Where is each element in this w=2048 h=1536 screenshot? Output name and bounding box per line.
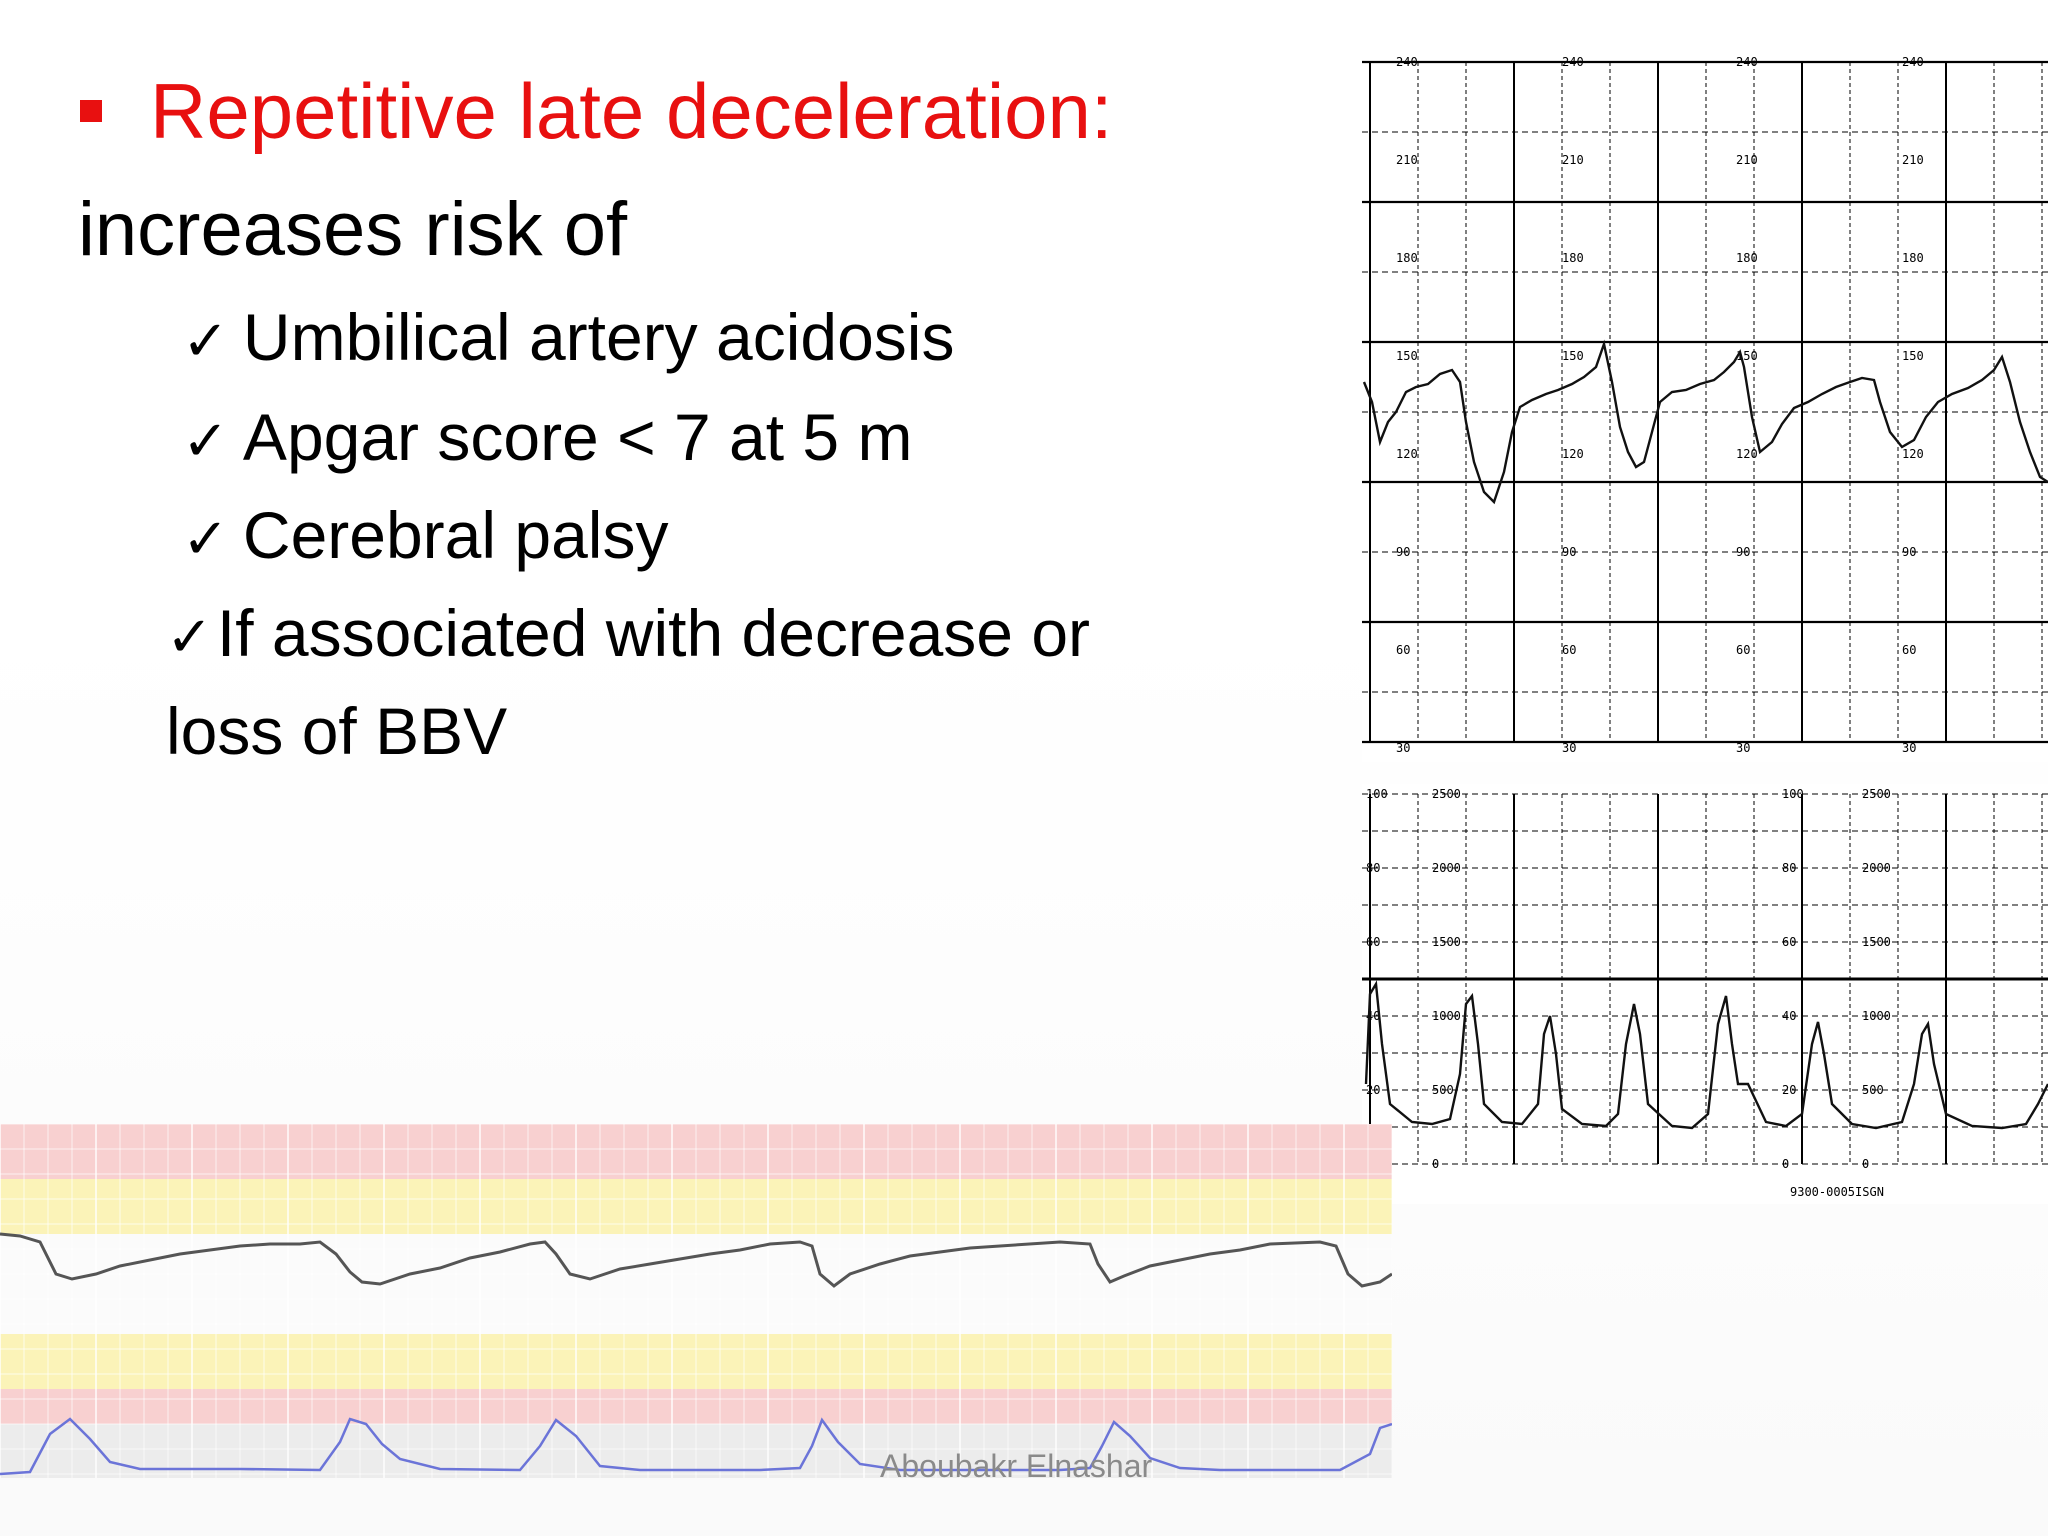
scale-label: 2000 [1432, 861, 1461, 875]
scale-label: 60 [1782, 935, 1796, 949]
scale-label: 180 [1736, 251, 1758, 265]
slide-title: Repetitive late deceleration: [80, 72, 1113, 150]
scale-label: 90 [1902, 545, 1916, 559]
footer-author: Aboubakr Elnashar [880, 1448, 1153, 1484]
scale-label: 60 [1902, 643, 1916, 657]
contraction-trace [1364, 980, 2048, 1130]
check-icon: ✓ [166, 605, 213, 670]
scale-label: 210 [1902, 153, 1924, 167]
scale-label: 2500 [1862, 787, 1891, 801]
contraction-strip-trace [0, 1417, 1392, 1476]
scale-label: 9300-0005ISGN [1790, 1185, 1884, 1199]
scale-label: 1500 [1432, 935, 1461, 949]
scale-label: 90 [1396, 545, 1410, 559]
scale-label: 150 [1562, 349, 1584, 363]
scale-label: 0 [1432, 1157, 1439, 1171]
title-text: Repetitive late deceleration: [150, 67, 1113, 155]
scale-label: 20 [1366, 1083, 1380, 1097]
scale-label: 60 [1562, 643, 1576, 657]
scale-label: 120 [1396, 447, 1418, 461]
scale-label: 240 [1396, 55, 1418, 69]
scale-label: 210 [1736, 153, 1758, 167]
check-icon: ✓ [182, 309, 229, 374]
check-icon: ✓ [182, 409, 229, 474]
intro-text: increases risk of [78, 187, 628, 272]
square-bullet-icon [80, 100, 102, 122]
risk-item-4-continuation: loss of BBV [166, 694, 508, 768]
scale-label: 180 [1396, 251, 1418, 265]
scale-label: 120 [1902, 447, 1924, 461]
fhr-trace [1362, 339, 2048, 505]
scale-label: 210 [1562, 153, 1584, 167]
scale-label: 150 [1396, 349, 1418, 363]
scale-label: 120 [1562, 447, 1584, 461]
scale-label: 150 [1902, 349, 1924, 363]
scale-label: 0 [1862, 1157, 1869, 1171]
risk-item-3: ✓ Cerebral palsy [182, 502, 668, 568]
scale-label: 30 [1902, 741, 1916, 755]
scale-label: 0 [1782, 1157, 1789, 1171]
scale-label: 60 [1736, 643, 1750, 657]
scale-label: 80 [1782, 861, 1796, 875]
ctg-strip-image [0, 1124, 1392, 1478]
risk-item-1: ✓ Umbilical artery acidosis [182, 304, 954, 370]
scale-label: 2000 [1862, 861, 1891, 875]
fhr-strip-trace [0, 1232, 1392, 1288]
risk-item-label: If associated with decrease or [216, 596, 1091, 670]
scale-label: 240 [1736, 55, 1758, 69]
scale-label: 40 [1782, 1009, 1796, 1023]
scale-label: 60 [1396, 643, 1410, 657]
risk-item-label: Cerebral palsy [242, 498, 669, 572]
scale-label: 240 [1562, 55, 1584, 69]
scale-label: 180 [1902, 251, 1924, 265]
scale-label: 90 [1562, 545, 1576, 559]
scale-label: 30 [1736, 741, 1750, 755]
scale-label: 30 [1396, 741, 1410, 755]
scale-label: 60 [1366, 935, 1380, 949]
scale-label: 180 [1562, 251, 1584, 265]
scale-label: 90 [1736, 545, 1750, 559]
scale-label: 80 [1366, 861, 1380, 875]
scale-label: 210 [1396, 153, 1418, 167]
scale-label: 100 [1366, 787, 1388, 801]
risk-item-2: ✓ Apgar score < 7 at 5 m [182, 404, 912, 470]
scale-label: 2500 [1432, 787, 1461, 801]
scale-label: 20 [1782, 1083, 1796, 1097]
fhr-tracing-image: 240 240 240 240 210 210 210 210 180 180 180 180 150 1… [1362, 22, 2048, 762]
scale-label: 500 [1862, 1083, 1884, 1097]
check-icon: ✓ [182, 507, 229, 572]
scale-label: 1500 [1862, 935, 1891, 949]
scale-label: 30 [1562, 741, 1576, 755]
risk-item-4: ✓ If associated with decrease or [166, 600, 1090, 666]
scale-label: 240 [1902, 55, 1924, 69]
scale-label: 500 [1432, 1083, 1454, 1097]
scale-label: 1000 [1862, 1009, 1891, 1023]
risk-item-label: Umbilical artery acidosis [242, 300, 955, 374]
scale-label: 120 [1736, 447, 1758, 461]
scale-label: 1000 [1432, 1009, 1461, 1023]
scale-label: 100 [1782, 787, 1804, 801]
risk-item-label: Apgar score < 7 at 5 m [242, 400, 913, 474]
